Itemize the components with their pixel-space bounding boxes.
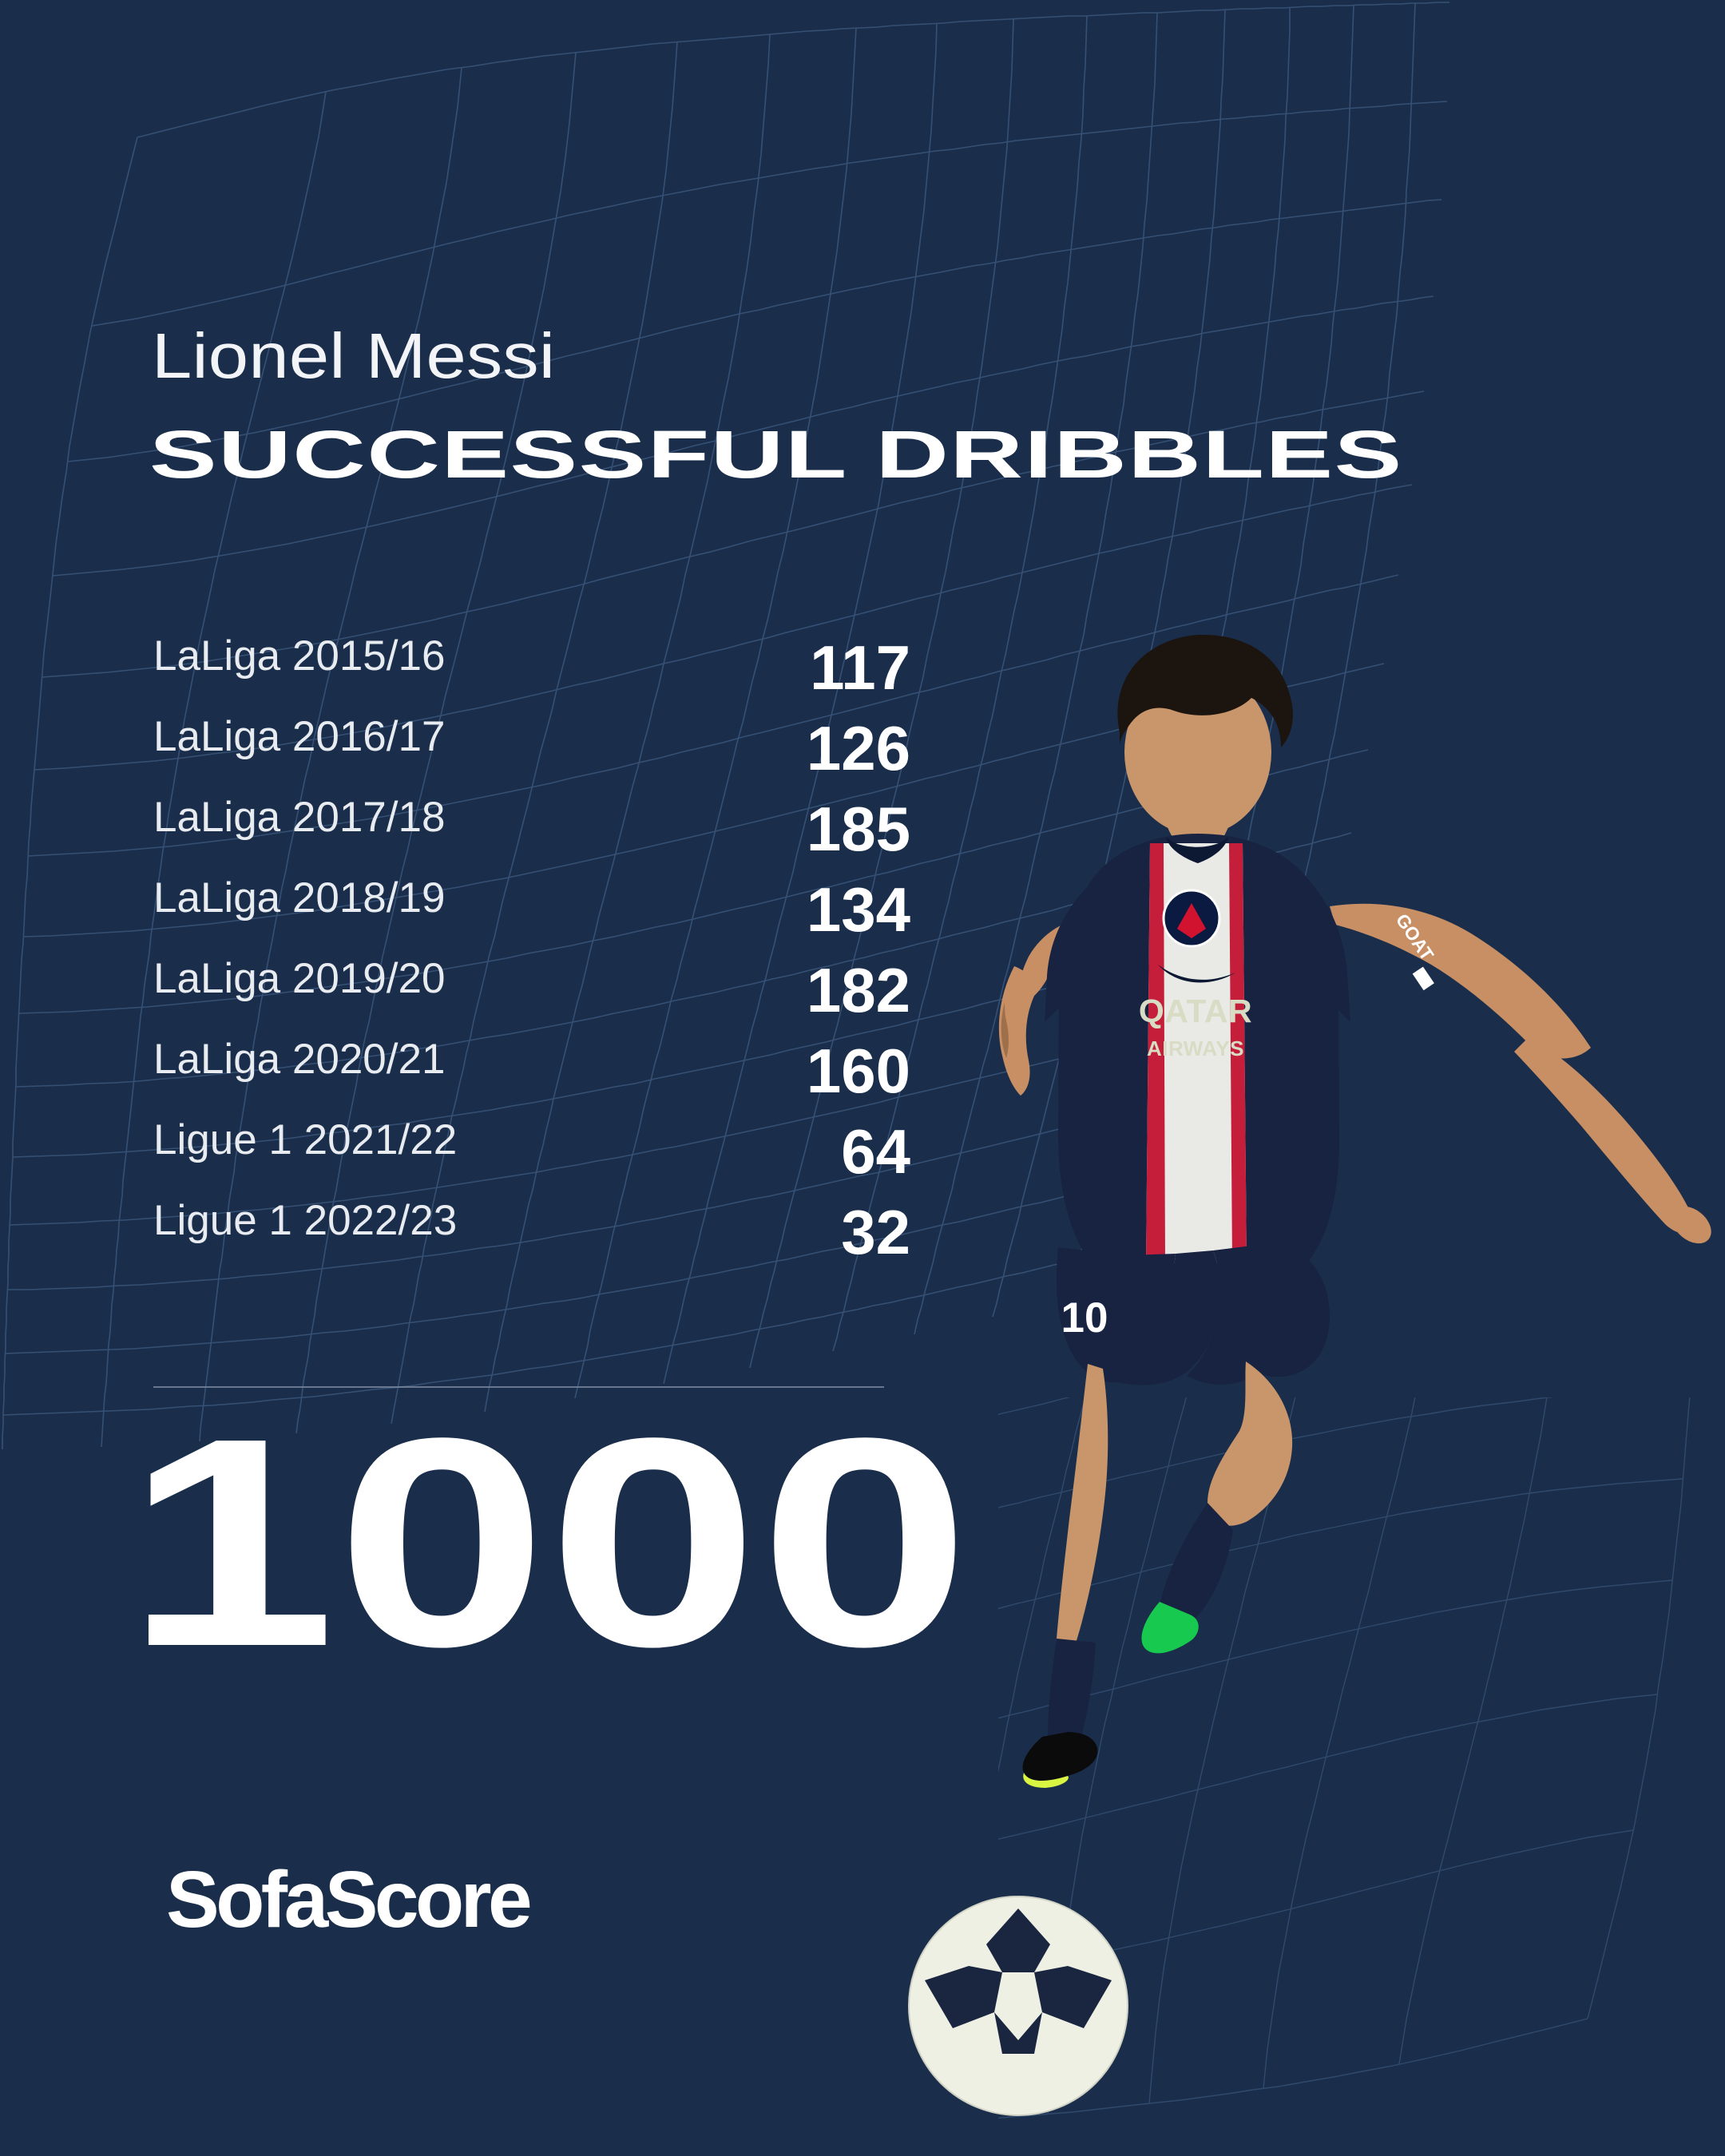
svg-text:10: 10 — [1061, 1294, 1108, 1342]
svg-text:AIRWAYS: AIRWAYS — [1147, 1036, 1244, 1060]
svg-text:QATAR: QATAR — [1139, 993, 1252, 1029]
